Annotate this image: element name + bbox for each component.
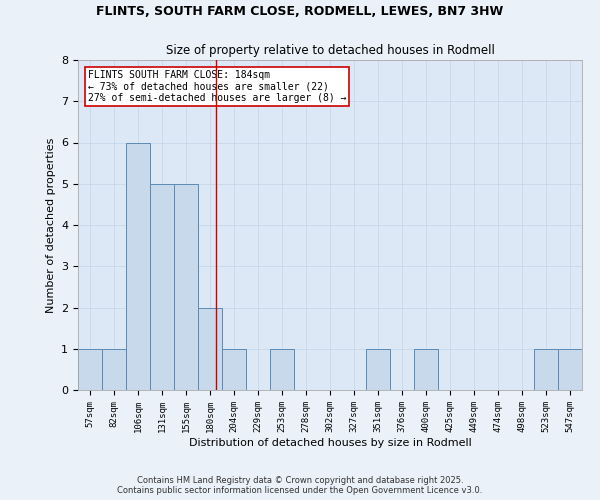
Text: FLINTS, SOUTH FARM CLOSE, RODMELL, LEWES, BN7 3HW: FLINTS, SOUTH FARM CLOSE, RODMELL, LEWES…	[97, 5, 503, 18]
Bar	[222, 349, 246, 390]
Bar	[534, 349, 558, 390]
X-axis label: Distribution of detached houses by size in Rodmell: Distribution of detached houses by size …	[188, 438, 472, 448]
Bar	[558, 349, 582, 390]
Title: Size of property relative to detached houses in Rodmell: Size of property relative to detached ho…	[166, 44, 494, 58]
Bar	[126, 142, 150, 390]
Bar	[150, 184, 174, 390]
Bar	[270, 349, 294, 390]
Bar	[366, 349, 390, 390]
Text: FLINTS SOUTH FARM CLOSE: 184sqm
← 73% of detached houses are smaller (22)
27% of: FLINTS SOUTH FARM CLOSE: 184sqm ← 73% of…	[88, 70, 347, 103]
Bar	[198, 308, 222, 390]
Text: Contains HM Land Registry data © Crown copyright and database right 2025.
Contai: Contains HM Land Registry data © Crown c…	[118, 476, 482, 495]
Bar	[414, 349, 438, 390]
Bar	[102, 349, 126, 390]
Y-axis label: Number of detached properties: Number of detached properties	[46, 138, 56, 312]
Bar	[78, 349, 102, 390]
Bar	[174, 184, 198, 390]
